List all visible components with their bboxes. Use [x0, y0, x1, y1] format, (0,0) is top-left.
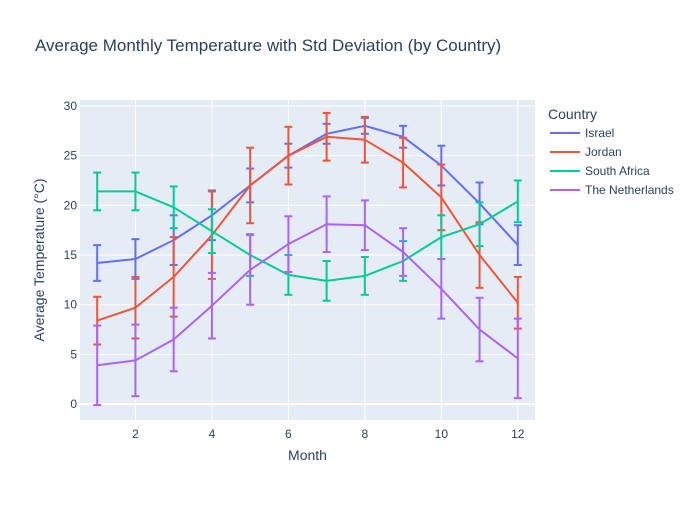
series-south-africa	[93, 171, 522, 302]
y-tick-label: 10	[64, 298, 78, 312]
y-tick-label: 30	[64, 99, 78, 113]
y-axis-label: Average Temperature (°C)	[31, 178, 47, 341]
x-tick-label: 6	[285, 427, 292, 441]
series-line	[97, 190, 519, 282]
plot-area	[80, 100, 535, 420]
y-tick-label: 25	[64, 149, 78, 163]
chart-title: Average Monthly Temperature with Std Dev…	[35, 36, 501, 55]
legend-title: Country	[548, 106, 597, 122]
legend-label: South Africa	[585, 164, 650, 178]
series-line	[97, 223, 519, 367]
x-tick-label: 8	[362, 427, 369, 441]
series-line	[97, 124, 519, 264]
series-jordan	[93, 111, 522, 346]
legend: Country Israel Jordan South Africa The Neth…	[548, 106, 674, 197]
legend-items: Israel Jordan South Africa The Netherlands	[550, 126, 674, 197]
legend-label: Israel	[585, 126, 614, 140]
y-tick-label: 15	[64, 248, 78, 262]
y-tick-label: 5	[70, 347, 77, 361]
x-tick-label: 12	[511, 427, 525, 441]
series-line	[96, 135, 519, 322]
y-tick-label: 20	[64, 198, 78, 212]
y-tick-label: 0	[70, 397, 77, 411]
x-tick-label: 10	[435, 427, 449, 441]
legend-label: Jordan	[585, 145, 622, 159]
x-axis-label: Month	[288, 447, 327, 463]
tick-layer: 2 4 6 8 10 12 0 5 10 15 20 25 30	[64, 99, 525, 441]
x-tick-label: 4	[209, 427, 216, 441]
legend-label: The Netherlands	[585, 183, 674, 197]
series-the-netherlands	[93, 195, 522, 407]
x-tick-label: 2	[132, 427, 139, 441]
series-layer	[93, 111, 522, 407]
